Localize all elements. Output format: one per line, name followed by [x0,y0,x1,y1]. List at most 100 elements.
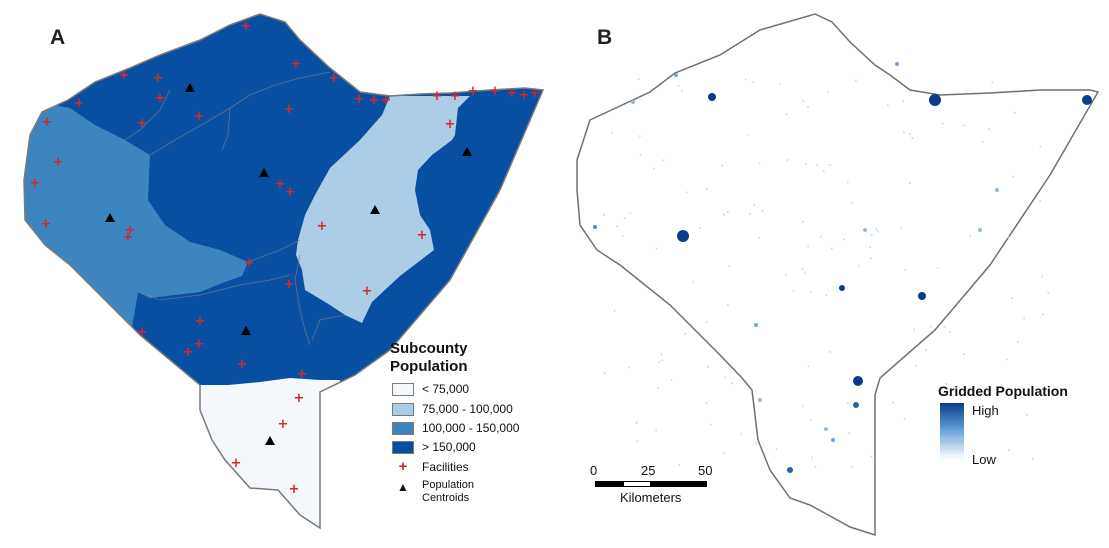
population-speckle [902,100,904,103]
population-speckle [1041,275,1043,278]
population-hotspot [708,93,716,101]
scale-unit: Kilometers [620,490,682,505]
population-speckle [1011,297,1013,299]
population-speckle [848,432,850,434]
population-speckle [870,257,872,260]
population-speckle [994,457,997,459]
population-speckle [758,162,761,165]
facility-marker: + [285,185,296,200]
population-hotspot [674,73,678,77]
population-speckle [1039,145,1042,148]
facility-marker: + [507,86,518,101]
subcounty-population-map: ++++ ++++ + + ++ + + + + + + + + +++++ +++++++++++++++… [23,13,545,530]
facility-marker: + [490,84,501,99]
population-hotspot [631,100,635,104]
population-speckle [809,291,812,293]
population-hotspot [754,323,758,327]
legend-swatch [392,382,414,396]
facility-marker: + [183,345,194,360]
legend-label: 75,000 - 100,000 [422,402,513,416]
population-hotspots [593,62,1092,473]
legend-swatch [392,440,414,454]
population-speckle [616,225,618,228]
population-speckle [816,164,819,166]
population-speckle [639,135,641,137]
facility-marker: + [231,456,242,471]
population-speckle [1014,111,1016,114]
facility-marker: + [354,92,365,107]
facility-marker: + [41,217,52,232]
triangle-icon: ▲ [397,480,409,494]
facility-marker: + [137,325,148,340]
scale-bar-segment-1 [595,481,623,487]
population-speckle [761,210,764,212]
population-speckle [903,417,906,420]
population-speckle [621,234,624,237]
population-speckle [987,128,990,130]
panel-a-label: A [50,26,66,49]
facility-marker: + [74,96,85,111]
population-speckle [925,349,927,351]
facility-marker: + [275,177,286,192]
population-speckle [909,182,911,184]
population-speckle [779,82,781,85]
population-speckle [807,106,809,108]
population-speckle [850,466,853,468]
population-hotspot [1082,95,1092,105]
population-speckle [1016,341,1019,343]
population-speckle [636,440,639,443]
population-centroid-marker [370,205,380,214]
facility-marker: + [297,367,308,382]
population-hotspot [831,438,835,442]
population-speckle [870,455,873,458]
facility-marker: + [291,57,302,72]
population-speckle [801,268,804,270]
population-speckle [802,220,804,223]
facility-marker: + [153,71,164,86]
gridded-legend-low: Low [972,452,996,467]
population-centroid-marker [265,436,275,445]
population-speckle [871,234,873,236]
population-speckle [786,159,788,161]
population-speckle [802,100,805,102]
population-speckle [699,227,701,229]
population-speckle [819,235,822,238]
population-speckle [1005,358,1008,361]
population-speckle [627,366,630,369]
population-speckle [936,266,939,269]
population-speckle [623,217,626,220]
legend-label: Facilities [422,459,469,474]
population-centroid-marker [462,147,472,156]
population-speckle [705,321,708,323]
population-speckle [823,170,825,172]
legend-label-line2: Centroids [422,492,470,504]
population-speckle [723,213,725,216]
population-speckle [1007,236,1010,238]
population-speckle [981,141,984,143]
population-speckle [775,448,778,450]
population-hotspot [677,230,689,242]
facility-marker: + [289,482,300,497]
population-speckle [1047,292,1050,294]
facility-marker: + [195,314,206,329]
population-speckle [969,234,971,237]
population-speckle [963,353,966,355]
population-speckle [721,164,724,167]
legend-title-line1: Subcounty [390,340,468,357]
population-speckle [1008,449,1010,451]
population-speckle [929,325,932,328]
population-hotspot [995,188,999,192]
population-speckle [825,294,828,296]
facility-marker: + [194,109,205,124]
population-speckle [887,104,889,107]
population-speckle [785,113,788,116]
facility-marker: + [362,284,373,299]
legend-swatch [392,421,414,435]
population-speckle [909,133,911,135]
population-speckle [724,376,726,379]
gridded-legend-high: High [972,403,999,418]
panel-b-label: B [597,26,613,49]
population-speckle [641,466,643,468]
facility-symbol-icon: + [398,458,408,475]
population-speckle [807,245,809,248]
